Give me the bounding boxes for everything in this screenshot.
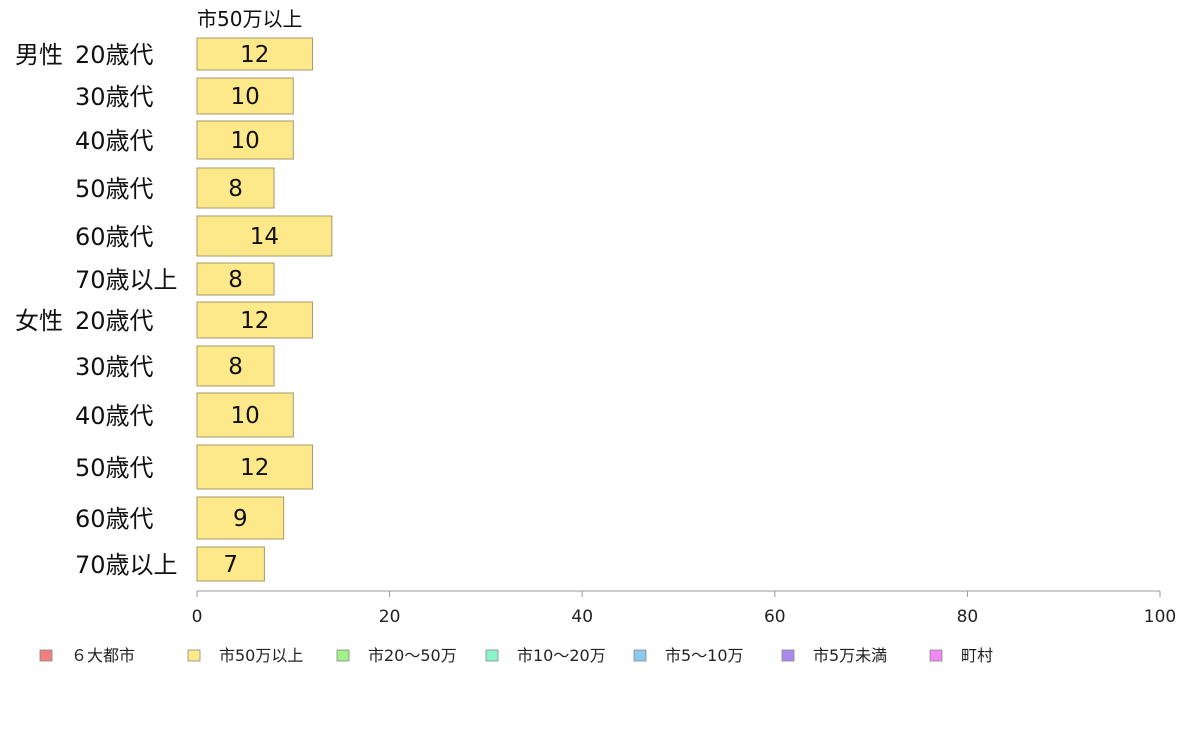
category-label: 30歳代 [75,353,154,381]
legend-swatch [39,649,53,662]
category-labels-layer: 20歳代男性30歳代40歳代50歳代60歳代70歳以上20歳代女性30歳代40歳… [15,41,178,579]
legend-label: 市5万未満 [813,646,887,665]
bar [196,167,275,209]
bar-value-label: 8 [228,176,243,202]
bar-value-label: 10 [231,84,260,110]
bar-value-label: 12 [240,308,269,334]
category-label: 40歳代 [75,402,154,430]
legend-label: 市50万以上 [219,646,303,665]
category-label: 70歳以上 [75,551,178,579]
x-tick-label: 80 [957,607,979,627]
bar-value-label: 10 [231,403,260,429]
category-label: 50歳代 [75,175,154,203]
bar [196,444,314,490]
category-label: 20歳代 [75,41,154,69]
category-label: 60歳代 [75,505,154,533]
group-label: 女性 [15,307,63,335]
x-tick-label: 0 [192,607,203,627]
bar-value-label: 7 [223,552,238,578]
bar [196,546,265,582]
legend-label: 町村 [961,646,993,665]
x-tick-label: 40 [571,607,593,627]
legend-swatch [187,649,201,662]
bar [196,77,294,115]
bar-value-label: 14 [250,224,279,250]
legend-swatch [929,649,943,662]
bars-layer: 12 10 10 8 14 8 12 8 10 12 9 7 [196,37,333,582]
x-axis: 0 20 40 60 80 100 [192,590,1176,627]
bar-value-label: 8 [228,354,243,380]
group-label: 男性 [15,41,63,69]
x-tick-label: 20 [379,607,401,627]
legend-label: 市10〜20万 [517,646,606,665]
category-label: 50歳代 [75,454,154,482]
legend-swatch [633,649,647,662]
legend: ６大都市 市50万以上 市20〜50万 市10〜20万 市5〜10万 市5万未満 町村 [39,646,993,665]
bar [196,262,275,296]
bar-value-label: 8 [228,267,243,293]
legend-label: 市5〜10万 [665,646,744,665]
bar [196,120,294,160]
bar [196,345,275,387]
bar [196,301,314,339]
bar-value-label: 10 [231,128,260,154]
bar [196,392,294,438]
x-tick-label: 60 [764,607,786,627]
category-label: 70歳以上 [75,266,178,294]
bar [196,215,333,257]
x-tick-label: 100 [1144,607,1176,627]
legend-label: ６大都市 [71,646,135,665]
legend-swatch [336,649,350,662]
bar [196,37,314,71]
category-label: 20歳代 [75,307,154,335]
bar [196,496,285,540]
category-label: 40歳代 [75,127,154,155]
bar-value-label: 9 [233,506,248,532]
category-label: 30歳代 [75,83,154,111]
series-title: 市50万以上 [197,7,302,31]
bar-value-label: 12 [240,455,269,481]
legend-swatch [781,649,795,662]
legend-label: 市20〜50万 [368,646,457,665]
bar-value-label: 12 [240,42,269,68]
category-label: 60歳代 [75,223,154,251]
legend-swatch [485,649,499,662]
